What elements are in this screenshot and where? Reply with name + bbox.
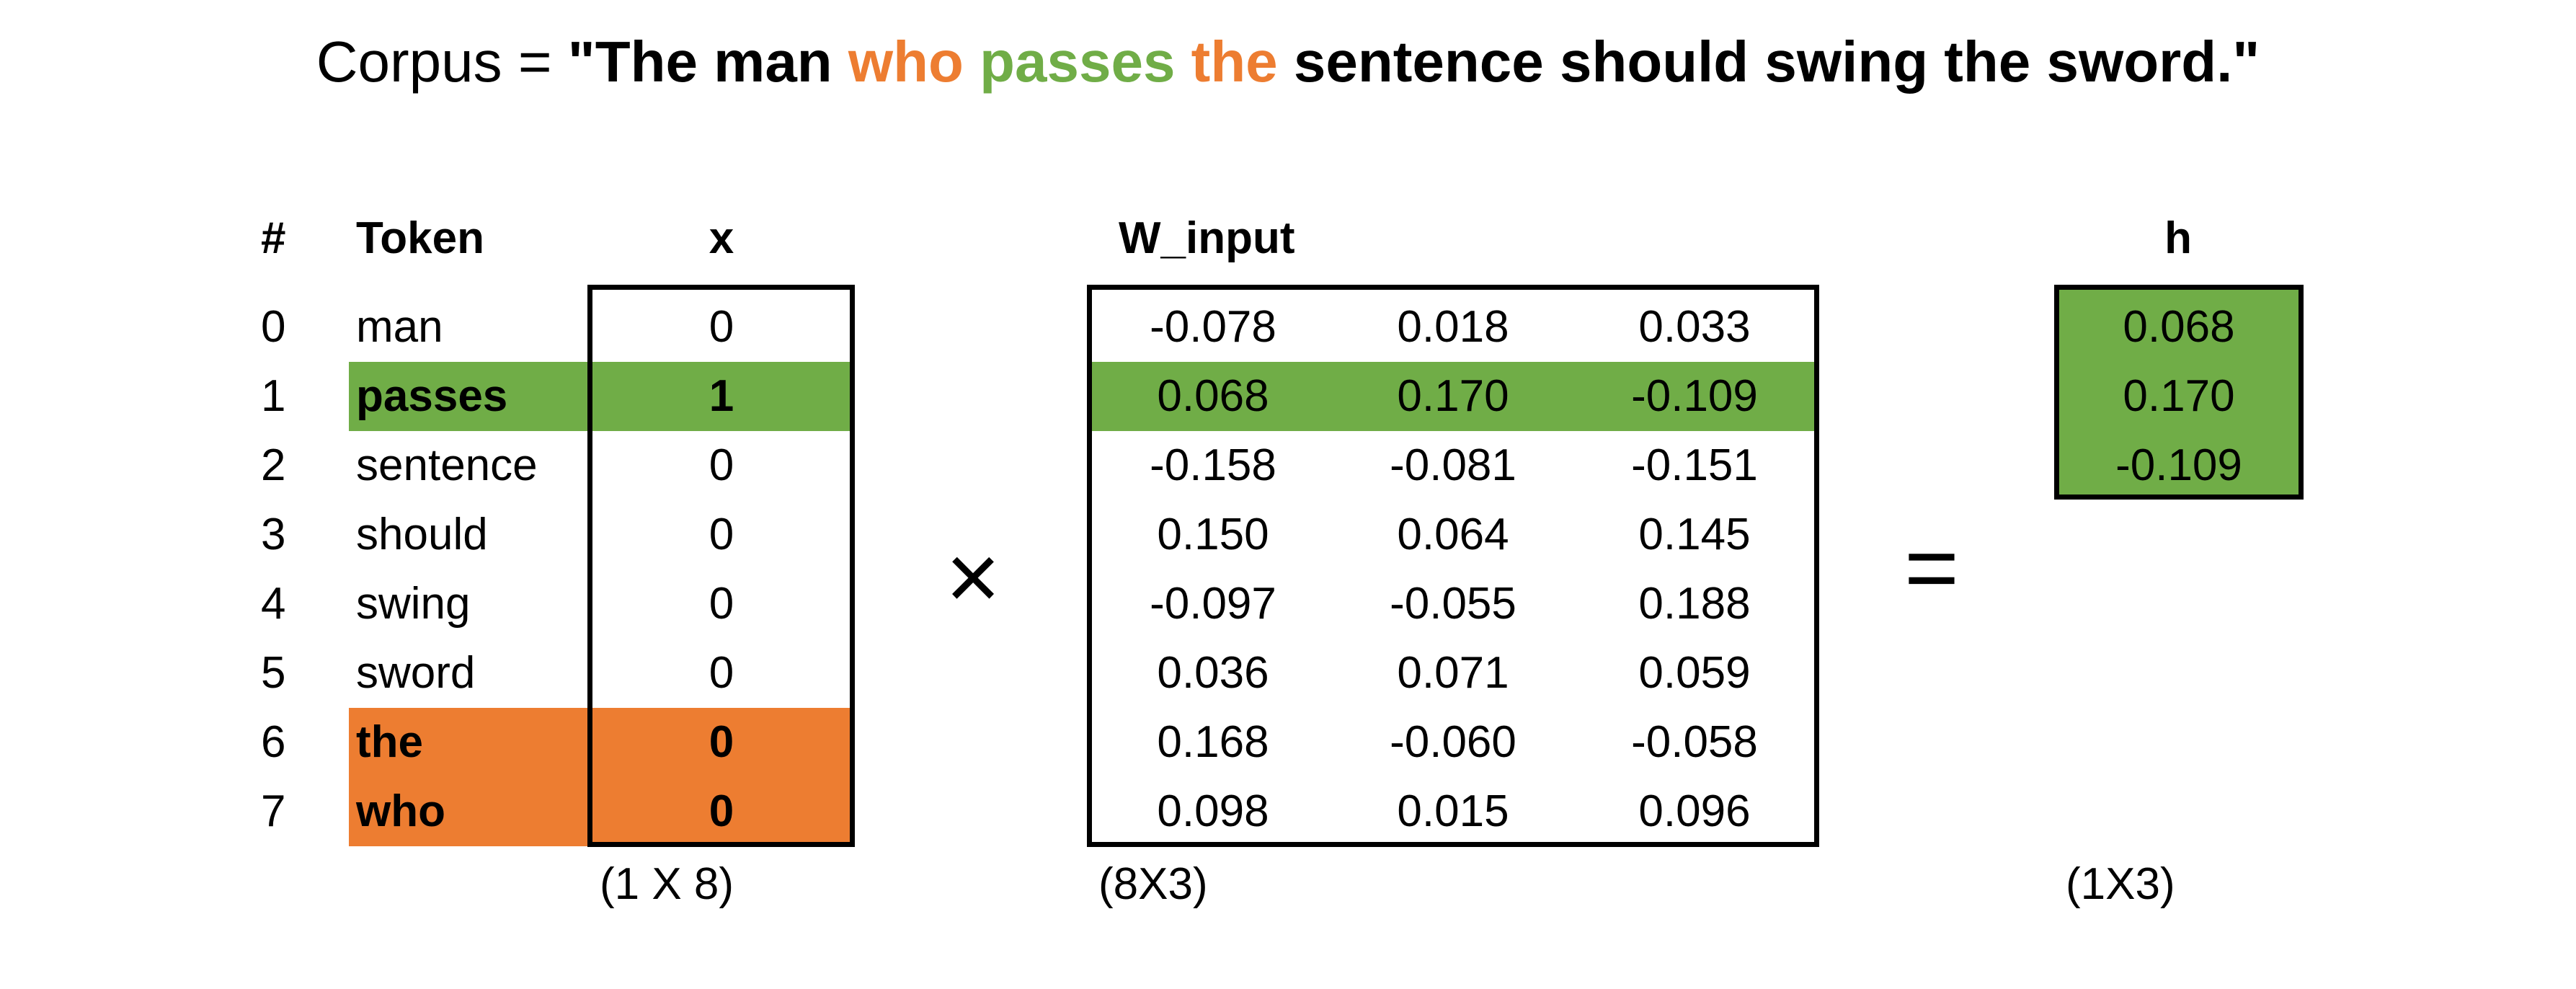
corpus-prefix: Corpus = <box>316 30 568 94</box>
corpus-word-segment <box>1175 30 1191 94</box>
token-label: sword <box>356 648 476 698</box>
w-input-cell: 0.036 <box>1157 648 1269 698</box>
w-input-cell: 0.168 <box>1157 717 1269 767</box>
corpus-word-segment: who <box>848 30 964 94</box>
h-value: -0.109 <box>2115 440 2242 490</box>
w-input-cell: -0.097 <box>1150 579 1276 629</box>
token-row-highlight <box>349 777 853 846</box>
x-value: 0 <box>709 302 734 352</box>
x-value: 0 <box>709 717 734 767</box>
w-input-cell: -0.058 <box>1631 717 1758 767</box>
header-h: h <box>2164 213 2192 263</box>
w-input-cell: 0.064 <box>1397 510 1509 559</box>
w-input-row-highlight <box>1091 362 1815 431</box>
w-input-cell: 0.098 <box>1157 786 1269 836</box>
w-input-cell: -0.060 <box>1390 717 1516 767</box>
w-input-cell: 0.096 <box>1638 786 1751 836</box>
h-value: 0.170 <box>2123 371 2235 421</box>
h-vector-box <box>2054 285 2304 500</box>
x-value: 0 <box>709 579 734 629</box>
token-label: who <box>356 786 445 836</box>
w-input-cell: 0.033 <box>1638 302 1751 352</box>
token-index: 4 <box>261 579 286 629</box>
w-input-box <box>1087 285 1819 847</box>
token-row-highlight <box>349 362 853 431</box>
w-input-cell: -0.109 <box>1631 371 1758 421</box>
token-index: 6 <box>261 717 286 767</box>
w-input-cell: -0.158 <box>1150 440 1276 490</box>
x-value: 0 <box>709 440 734 490</box>
x-value: 0 <box>709 648 734 698</box>
w-input-cell: 0.018 <box>1397 302 1509 352</box>
equals-operator: = <box>1904 515 1959 620</box>
token-index: 0 <box>261 302 286 352</box>
token-label: should <box>356 510 488 559</box>
x-vector-box <box>587 285 855 847</box>
x-value: 1 <box>709 371 734 421</box>
w-input-cell: 0.015 <box>1397 786 1509 836</box>
token-label: the <box>356 717 423 767</box>
x-value: 0 <box>709 510 734 559</box>
header-token: Token <box>356 213 484 263</box>
w-input-cell: -0.078 <box>1150 302 1276 352</box>
w-input-cell: 0.188 <box>1638 579 1751 629</box>
token-label: passes <box>356 371 508 421</box>
token-index: 2 <box>261 440 286 490</box>
multiply-operator: × <box>946 524 1000 629</box>
corpus-title: Corpus = "The man who passes the sentenc… <box>0 30 2576 94</box>
corpus-word-segment: sentence should swing the sword." <box>1277 30 2260 94</box>
w-input-cell: -0.055 <box>1390 579 1516 629</box>
corpus-word-segment: "The man <box>567 30 848 94</box>
token-index: 3 <box>261 510 286 559</box>
w-input-dimension-label: (8X3) <box>1098 859 1208 909</box>
x-value: 0 <box>709 786 734 836</box>
w-input-cell: 0.071 <box>1397 648 1509 698</box>
token-label: swing <box>356 579 471 629</box>
corpus-word-segment: passes <box>980 30 1176 94</box>
x-dimension-label: (1 X 8) <box>600 859 734 909</box>
corpus-word-segment: the <box>1191 30 1278 94</box>
header-w-input: W_input <box>1119 213 1295 263</box>
w-input-cell: 0.150 <box>1157 510 1269 559</box>
token-index: 5 <box>261 648 286 698</box>
w-input-cell: 0.145 <box>1638 510 1751 559</box>
header-index: # <box>261 213 286 263</box>
token-index: 1 <box>261 371 286 421</box>
token-label: sentence <box>356 440 538 490</box>
h-vector-fill <box>2057 287 2301 496</box>
w-input-cell: 0.068 <box>1157 371 1269 421</box>
h-dimension-label: (1X3) <box>2066 859 2175 909</box>
corpus-word-segment <box>964 30 980 94</box>
w-input-cell: -0.151 <box>1631 440 1758 490</box>
w-input-cell: -0.081 <box>1390 440 1516 490</box>
w-input-cell: 0.170 <box>1397 371 1509 421</box>
token-index: 7 <box>261 786 286 836</box>
corpus-sentence: "The man who passes the sentence should … <box>568 30 2260 94</box>
h-value: 0.068 <box>2123 302 2235 352</box>
token-row-highlight <box>349 708 853 777</box>
w-input-cell: 0.059 <box>1638 648 1751 698</box>
header-x: x <box>709 213 734 263</box>
token-label: man <box>356 302 443 352</box>
